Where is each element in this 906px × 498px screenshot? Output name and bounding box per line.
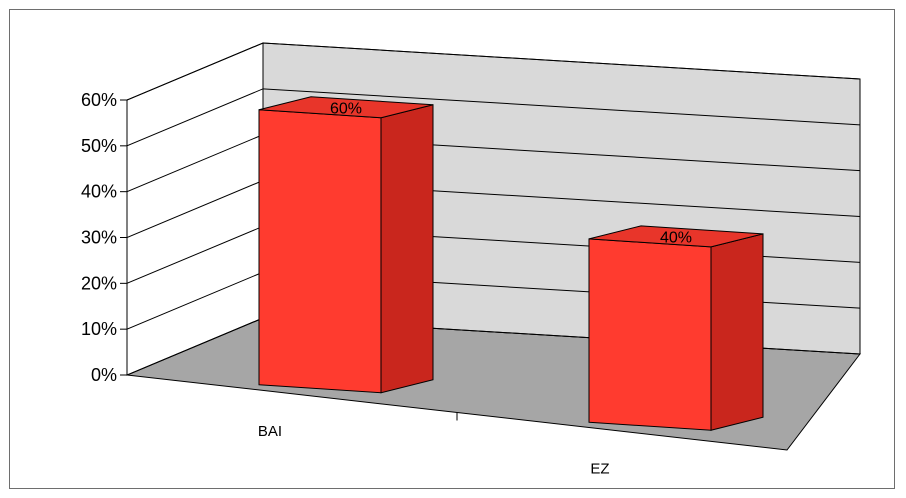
x-category-label: BAI [258, 423, 282, 440]
labels: BAI EZ 60% 40% [258, 100, 692, 477]
bars [258, 96, 764, 431]
bar-top-face [258, 96, 434, 119]
gridline [126, 42, 861, 101]
bar-top-face [588, 225, 764, 248]
y-tick-label: 10% [81, 319, 117, 339]
y-tick-label: 40% [81, 182, 117, 202]
data-label: 40% [660, 229, 692, 246]
bar-side-face [380, 104, 434, 394]
gridline [126, 88, 861, 147]
bar-front-face [258, 109, 382, 394]
y-tick-label: 30% [81, 228, 117, 248]
x-category-label: EZ [590, 460, 609, 477]
y-tick-label: 60% [81, 90, 117, 110]
bar-ez [588, 225, 764, 431]
bar-side-face [710, 233, 764, 431]
y-tick-label: 20% [81, 273, 117, 293]
y-tick-label: 0% [91, 365, 117, 385]
data-label: 60% [330, 100, 362, 117]
bar-front-face [588, 238, 712, 431]
bar-bai [258, 96, 434, 394]
y-tick-label: 50% [81, 136, 117, 156]
y-axis: 0% 10% 20% 30% 40% 50% 60% [81, 90, 458, 421]
